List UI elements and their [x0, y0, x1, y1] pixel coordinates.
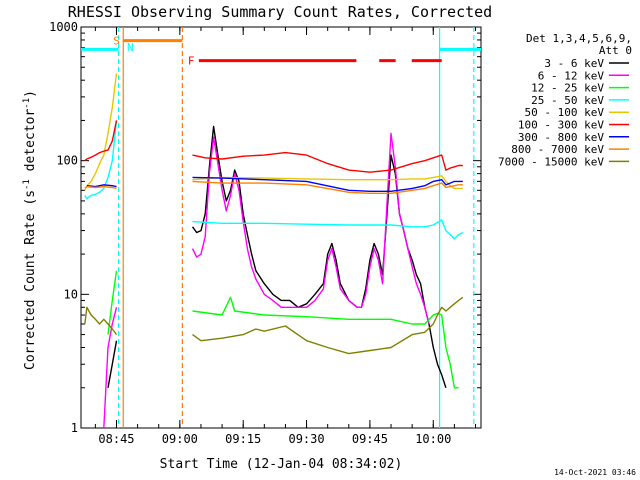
x-axis-label: Start Time (12-Jan-04 08:34:02): [160, 457, 403, 472]
legend-label-0: 3 - 6 keV: [544, 57, 604, 70]
x-tick-label: 08:45: [98, 432, 134, 446]
state-flag-label: F: [188, 55, 195, 68]
x-tick-label: 09:00: [162, 432, 198, 446]
plot-area: 1 10 100 1000 08:45 09:00 09:15 09:30 09:45 10:00…: [49, 20, 482, 446]
legend-label-6: 300 - 800 keV: [518, 131, 604, 144]
series-line-5: [84, 120, 463, 173]
x-tick-label: 09:15: [225, 432, 261, 446]
x-tick-label: 09:30: [288, 432, 324, 446]
x-tick-label: 09:45: [352, 432, 388, 446]
legend-label-2: 12 - 25 keV: [531, 82, 604, 95]
series-line-4: [84, 73, 463, 191]
x-tick-label: 10:00: [415, 432, 451, 446]
state-flag-label: S: [113, 35, 120, 48]
y-tick-label: 1000: [49, 20, 78, 34]
y-tick-label: 10: [64, 287, 78, 301]
legend-label-1: 6 - 12 keV: [538, 69, 605, 82]
series-line-0: [107, 125, 447, 389]
series-line-3: [84, 120, 464, 240]
series-line-2: [107, 270, 459, 389]
legend-label-4: 50 - 100 keV: [525, 106, 605, 119]
axis-frame: [80, 26, 482, 429]
series-line-7: [84, 180, 463, 194]
legend-label-8: 7000 - 15000 keV: [498, 155, 604, 168]
y-tick-label: 1: [71, 421, 78, 435]
legend-header-2: Att 0: [599, 44, 632, 57]
y-tick-label: 100: [56, 154, 78, 168]
footer-timestamp: 14-Oct-2021 03:46: [554, 468, 636, 477]
state-flag-label: N: [127, 41, 134, 54]
legend-header-1: Det 1,3,4,5,6,9,: [526, 32, 632, 45]
chart-title: RHESSI Observing Summary Count Rates, Co…: [68, 3, 492, 21]
legend-label-5: 100 - 300 keV: [518, 119, 604, 132]
series-line-6: [86, 176, 463, 192]
legend-label-7: 800 - 7000 keV: [511, 143, 604, 156]
series-line-1: [103, 132, 430, 429]
y-axis-label: Corrected Count Rate (s-1 detector-1): [22, 90, 38, 370]
legend-label-3: 25 - 50 keV: [531, 94, 604, 107]
series-line-8: [84, 296, 464, 355]
